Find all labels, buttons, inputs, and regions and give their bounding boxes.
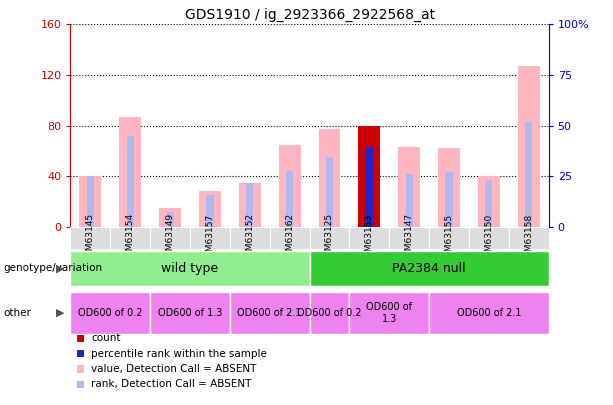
- Bar: [398, 147, 420, 227]
- Text: OD600 of 2.1: OD600 of 2.1: [237, 308, 302, 318]
- Text: GSM63155: GSM63155: [444, 213, 454, 262]
- Bar: [485, 180, 492, 227]
- Bar: [70, 227, 110, 249]
- Text: GSM63157: GSM63157: [205, 213, 215, 262]
- Bar: [429, 227, 469, 249]
- Text: percentile rank within the sample: percentile rank within the sample: [91, 349, 267, 358]
- Bar: [230, 227, 270, 249]
- Bar: [167, 211, 173, 227]
- Text: count: count: [91, 333, 121, 343]
- Text: GSM63158: GSM63158: [524, 213, 533, 262]
- Bar: [366, 147, 373, 227]
- Bar: [190, 227, 230, 249]
- Bar: [70, 292, 150, 334]
- Text: OD600 of 0.2: OD600 of 0.2: [78, 308, 143, 318]
- Text: GSM63153: GSM63153: [365, 213, 374, 262]
- Bar: [326, 157, 333, 227]
- Bar: [509, 227, 549, 249]
- Bar: [349, 227, 389, 249]
- Bar: [525, 122, 532, 227]
- Bar: [406, 174, 413, 227]
- Text: OD600 of
1.3: OD600 of 1.3: [366, 302, 413, 324]
- Bar: [127, 136, 134, 227]
- Bar: [359, 126, 380, 227]
- Text: other: other: [3, 308, 31, 318]
- Text: GSM63150: GSM63150: [484, 213, 493, 262]
- Text: rank, Detection Call = ABSENT: rank, Detection Call = ABSENT: [91, 379, 252, 389]
- Bar: [239, 183, 261, 227]
- Bar: [310, 227, 349, 249]
- Text: wild type: wild type: [161, 262, 219, 275]
- Text: OD600 of 2.1: OD600 of 2.1: [457, 308, 521, 318]
- Bar: [438, 148, 460, 227]
- Bar: [319, 129, 340, 227]
- Bar: [270, 227, 310, 249]
- Text: GSM63152: GSM63152: [245, 213, 254, 262]
- Bar: [446, 173, 452, 227]
- Title: GDS1910 / ig_2923366_2922568_at: GDS1910 / ig_2923366_2922568_at: [185, 8, 435, 22]
- Bar: [159, 208, 181, 227]
- Bar: [279, 145, 300, 227]
- Bar: [120, 117, 141, 227]
- Bar: [469, 227, 509, 249]
- Text: value, Detection Call = ABSENT: value, Detection Call = ABSENT: [91, 364, 257, 374]
- Bar: [478, 176, 500, 227]
- Bar: [246, 183, 253, 227]
- Text: PA2384 null: PA2384 null: [392, 262, 466, 275]
- Text: OD600 of 0.2: OD600 of 0.2: [297, 308, 362, 318]
- Text: GSM63162: GSM63162: [285, 213, 294, 262]
- Bar: [230, 292, 310, 334]
- Bar: [207, 195, 213, 227]
- Bar: [310, 292, 349, 334]
- Bar: [518, 66, 539, 227]
- Text: GSM63125: GSM63125: [325, 213, 334, 262]
- Bar: [349, 292, 429, 334]
- Bar: [110, 227, 150, 249]
- Text: GSM63145: GSM63145: [86, 213, 95, 262]
- Bar: [80, 176, 101, 227]
- Bar: [359, 126, 380, 227]
- Bar: [150, 292, 230, 334]
- Text: OD600 of 1.3: OD600 of 1.3: [158, 308, 223, 318]
- Bar: [389, 227, 429, 249]
- Text: GSM63149: GSM63149: [166, 213, 175, 262]
- Bar: [429, 292, 549, 334]
- Text: ▶: ▶: [56, 308, 64, 318]
- Text: GSM63154: GSM63154: [126, 213, 135, 262]
- Bar: [286, 171, 293, 227]
- Bar: [366, 147, 373, 227]
- Bar: [87, 176, 94, 227]
- Text: genotype/variation: genotype/variation: [3, 263, 102, 273]
- Bar: [310, 251, 549, 286]
- Bar: [70, 251, 310, 286]
- Text: GSM63147: GSM63147: [405, 213, 414, 262]
- Bar: [199, 192, 221, 227]
- Bar: [150, 227, 190, 249]
- Text: ▶: ▶: [56, 263, 64, 273]
